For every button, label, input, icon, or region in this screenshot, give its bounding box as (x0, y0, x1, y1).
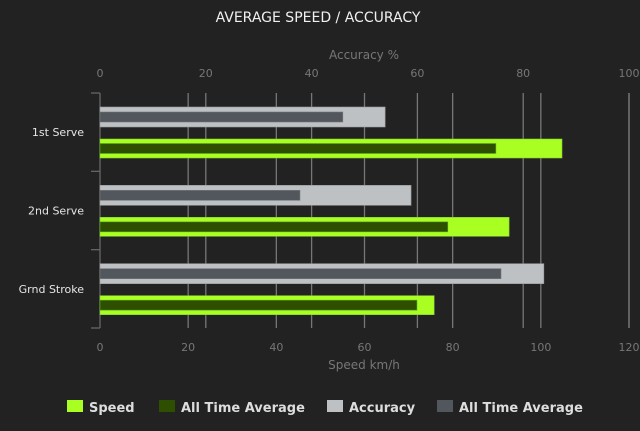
bottom-tick-label: 0 (97, 341, 104, 354)
accuracy-average-bar (99, 111, 344, 123)
bottom-tick-label: 120 (619, 341, 640, 354)
speed-average-bar (99, 299, 418, 311)
top-tick-label: 40 (305, 67, 319, 80)
top-axis-label: Accuracy % (329, 48, 399, 62)
category-label: 2nd Serve (28, 205, 84, 218)
accuracy-average-bar (99, 190, 301, 201)
bottom-tick-label: 40 (269, 341, 283, 354)
category-label: 1st Serve (32, 126, 84, 139)
category-label: Grnd Stroke (19, 283, 85, 296)
speed-average-bar (99, 143, 497, 154)
top-tick-label: 100 (619, 67, 640, 80)
bottom-tick-label: 20 (181, 341, 195, 354)
top-tick-label: 60 (410, 67, 424, 80)
legend-label: Speed (89, 401, 135, 416)
legend-label: All Time Average (181, 401, 305, 416)
accuracy-average-bar (99, 268, 502, 279)
top-tick-label: 0 (97, 67, 104, 80)
top-tick-label: 80 (516, 67, 530, 80)
bottom-tick-label: 80 (446, 341, 460, 354)
bottom-tick-label: 60 (358, 341, 372, 354)
speed-average-bar (99, 221, 449, 233)
legend-label: Accuracy (349, 401, 416, 416)
chart-title: AVERAGE SPEED / ACCURACY (216, 10, 421, 26)
legend-swatch (437, 400, 453, 412)
legend-swatch (159, 400, 175, 412)
legend-swatch (67, 400, 83, 412)
legend-label: All Time Average (459, 401, 583, 416)
bottom-axis-label: Speed km/h (328, 358, 400, 372)
top-tick-label: 20 (199, 67, 213, 80)
legend-swatch (327, 400, 343, 412)
bottom-tick-label: 100 (530, 341, 551, 354)
